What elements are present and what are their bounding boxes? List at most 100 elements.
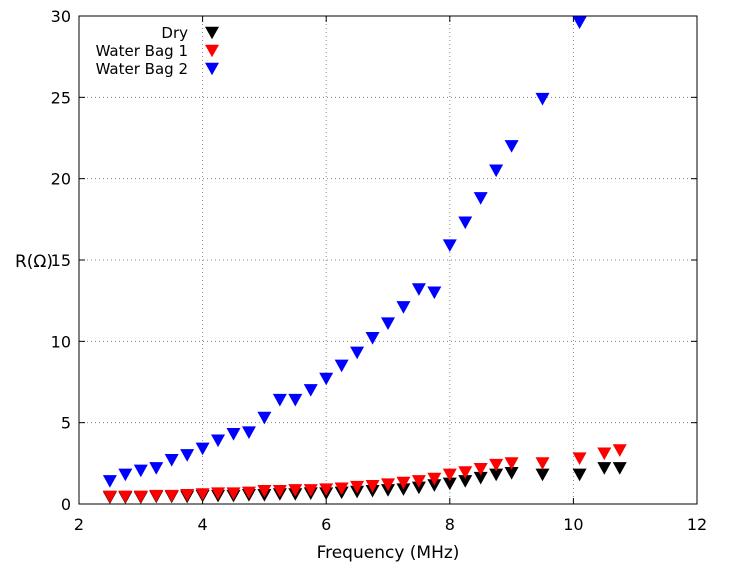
data-point bbox=[458, 466, 473, 479]
legend-item: Water Bag 1 bbox=[96, 42, 219, 60]
legend-item: Dry bbox=[161, 24, 219, 42]
data-point bbox=[597, 462, 612, 475]
data-point bbox=[180, 449, 195, 462]
data-point bbox=[572, 468, 587, 482]
data-point bbox=[303, 484, 318, 497]
data-point bbox=[458, 475, 473, 488]
legend-marker bbox=[205, 44, 219, 58]
data-point bbox=[226, 428, 241, 441]
y-tick-label: 0 bbox=[61, 495, 71, 514]
x-axis-label: Frequency (MHz) bbox=[317, 543, 460, 563]
data-point bbox=[396, 476, 411, 490]
data-point bbox=[102, 475, 117, 488]
x-tick-label: 4 bbox=[198, 515, 208, 534]
data-point bbox=[319, 372, 334, 386]
data-point bbox=[149, 462, 164, 475]
x-tick-label: 10 bbox=[563, 515, 583, 534]
series-water-bag-2 bbox=[102, 16, 587, 488]
data-point bbox=[164, 454, 179, 467]
y-tick-label: 15 bbox=[51, 251, 71, 270]
x-tick-label: 2 bbox=[74, 515, 84, 534]
data-point bbox=[442, 239, 457, 252]
data-point bbox=[102, 490, 117, 504]
legend-label: Dry bbox=[161, 24, 188, 42]
data-point bbox=[427, 479, 442, 492]
data-point bbox=[164, 489, 179, 503]
data-point bbox=[133, 464, 148, 478]
data-point bbox=[350, 480, 365, 494]
data-point bbox=[257, 411, 272, 425]
data-point bbox=[319, 483, 334, 496]
y-tick-label: 10 bbox=[51, 332, 71, 351]
y-tick-label: 20 bbox=[51, 170, 71, 189]
y-tick-label: 30 bbox=[51, 7, 71, 26]
data-point bbox=[504, 467, 519, 480]
data-point bbox=[489, 458, 504, 472]
data-point bbox=[257, 484, 272, 498]
legend-item: Water Bag 2 bbox=[96, 60, 219, 78]
series-dry bbox=[102, 462, 627, 505]
data-point bbox=[241, 486, 256, 500]
x-tick-label: 12 bbox=[687, 515, 707, 534]
data-point bbox=[612, 462, 627, 475]
data-point bbox=[535, 92, 550, 106]
data-point bbox=[381, 478, 395, 492]
data-point bbox=[458, 216, 473, 230]
data-point bbox=[211, 487, 226, 500]
data-point bbox=[396, 301, 411, 314]
data-point bbox=[118, 468, 133, 482]
data-point bbox=[572, 16, 587, 30]
data-point bbox=[211, 434, 226, 448]
data-point bbox=[597, 447, 612, 461]
data-point bbox=[572, 452, 587, 466]
data-point bbox=[288, 393, 303, 407]
data-point bbox=[489, 164, 504, 178]
data-point bbox=[411, 475, 426, 488]
data-point bbox=[473, 192, 488, 205]
data-point bbox=[535, 457, 550, 470]
data-point bbox=[473, 462, 488, 476]
data-point bbox=[272, 393, 287, 407]
data-point bbox=[288, 484, 303, 497]
data-point bbox=[133, 490, 148, 504]
legend-label: Water Bag 1 bbox=[96, 42, 188, 60]
x-tick-labels: 2 4 6 8 10 12 bbox=[74, 515, 707, 534]
data-point bbox=[303, 384, 318, 397]
data-point bbox=[226, 487, 241, 500]
data-point bbox=[272, 484, 287, 498]
data-point bbox=[535, 468, 550, 482]
data-point bbox=[504, 140, 519, 153]
data-point bbox=[396, 483, 411, 496]
data-point bbox=[195, 488, 210, 501]
data-point bbox=[118, 490, 133, 504]
data-point bbox=[411, 283, 426, 296]
data-points bbox=[102, 16, 627, 505]
data-point bbox=[442, 477, 457, 491]
series-water-bag-1 bbox=[102, 444, 627, 504]
y-tick-label: 5 bbox=[61, 414, 71, 433]
legend-label: Water Bag 2 bbox=[96, 60, 188, 78]
data-point bbox=[365, 480, 380, 493]
grid bbox=[79, 16, 697, 504]
data-point bbox=[381, 317, 395, 330]
data-point bbox=[411, 481, 426, 495]
data-point bbox=[149, 489, 164, 503]
legend-marker bbox=[205, 62, 219, 76]
x-tick-label: 8 bbox=[445, 515, 455, 534]
y-tick-labels: 0 5 10 15 20 25 30 bbox=[51, 7, 71, 514]
data-point bbox=[442, 468, 457, 482]
data-point bbox=[489, 468, 504, 482]
data-point bbox=[612, 444, 627, 457]
data-point bbox=[241, 426, 256, 439]
data-point bbox=[427, 286, 442, 300]
data-point bbox=[365, 332, 380, 345]
legend-marker bbox=[205, 26, 219, 40]
y-axis-label: R(Ω) bbox=[15, 252, 53, 272]
data-point bbox=[504, 457, 519, 470]
data-point bbox=[180, 489, 195, 502]
data-point bbox=[334, 359, 349, 373]
data-point bbox=[473, 471, 488, 485]
data-point bbox=[334, 482, 349, 496]
